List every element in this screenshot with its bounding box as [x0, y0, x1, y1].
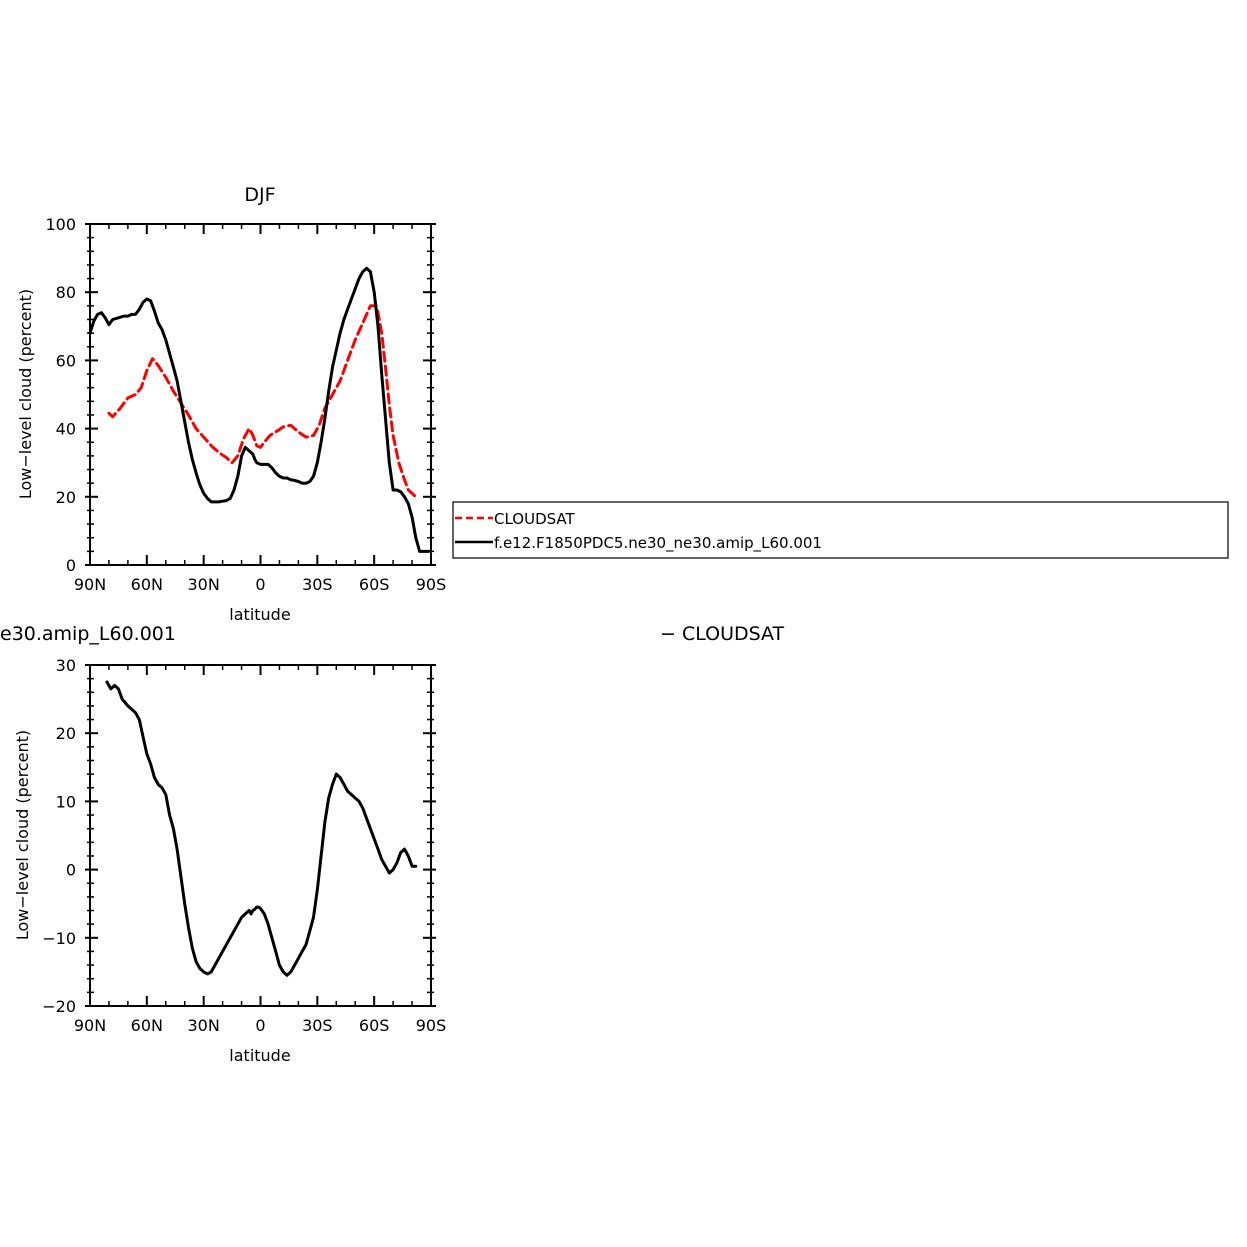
top-panel-plot-frame	[89, 223, 432, 566]
top-y-tick-label: 40	[56, 420, 76, 439]
bottom-panel-plot-frame	[89, 664, 432, 1007]
top-line-model	[88, 266, 431, 553]
bottom-panel: e30.amip_L60.001 − CLOUDSAT Low−level cl…	[0, 623, 785, 1065]
bottom-panel-y-axis-label: Low−level cloud (percent)	[13, 730, 32, 940]
top-line-cloudsat	[107, 304, 418, 499]
top-y-tick-label: 80	[56, 283, 76, 302]
top-x-tick-label: 60S	[359, 575, 390, 594]
bottom-panel-title-left: e30.amip_L60.001	[0, 623, 176, 645]
top-y-tick-label: 20	[56, 488, 76, 507]
bottom-panel-series	[105, 680, 418, 977]
top-panel: DJF Low−level cloud (percent) latitude 9…	[16, 184, 446, 624]
bottom-x-tick-label: 0	[255, 1016, 265, 1035]
top-panel-x-axis-label: latitude	[229, 605, 290, 624]
top-y-tick-label: 0	[66, 556, 76, 575]
legend-label-cloudsat: CLOUDSAT	[494, 510, 576, 528]
top-x-tick-label: 30S	[302, 575, 333, 594]
top-x-tick-label: 90N	[74, 575, 106, 594]
bottom-x-tick-label: 30S	[302, 1016, 333, 1035]
legend-box	[452, 501, 1229, 559]
bottom-x-tick-label: 60S	[359, 1016, 390, 1035]
legend-label-model: f.e12.F1850PDC5.ne30_ne30.amip_L60.001	[494, 534, 822, 553]
bottom-line-difference	[105, 680, 418, 977]
top-x-tick-label: 60N	[131, 575, 163, 594]
bottom-x-tick-label: 90N	[74, 1016, 106, 1035]
bottom-panel-x-axis-label: latitude	[229, 1046, 290, 1065]
top-x-tick-label: 90S	[416, 575, 447, 594]
top-panel-series	[88, 266, 431, 553]
top-x-tick-label: 0	[255, 575, 265, 594]
bottom-x-tick-label: 30N	[188, 1016, 220, 1035]
bottom-x-tick-label: 90S	[416, 1016, 447, 1035]
legend: CLOUDSAT f.e12.F1850PDC5.ne30_ne30.amip_…	[452, 501, 1229, 559]
bottom-x-tick-label: 60N	[131, 1016, 163, 1035]
top-panel-y-axis-label: Low−level cloud (percent)	[16, 289, 35, 499]
bottom-y-tick-label: 20	[56, 724, 76, 743]
top-x-tick-label: 30N	[188, 575, 220, 594]
bottom-y-tick-label: 10	[56, 792, 76, 811]
bottom-y-tick-label: 0	[66, 861, 76, 880]
top-y-tick-label: 60	[56, 351, 76, 370]
bottom-y-tick-label: −10	[42, 929, 76, 948]
bottom-panel-ticks: 90N 60N 30N 0 30S 60S 90S −20 −10 0 10 20 30	[42, 656, 446, 1035]
bottom-panel-title-right: − CLOUDSAT	[660, 623, 785, 645]
top-y-tick-label: 100	[45, 215, 76, 234]
bottom-y-tick-label: 30	[56, 656, 76, 675]
top-panel-ticks: 90N 60N 30N 0 30S 60S 90S 0 20 40 60 80 100	[45, 215, 446, 594]
top-panel-title: DJF	[244, 184, 275, 206]
bottom-y-tick-label: −20	[42, 997, 76, 1016]
